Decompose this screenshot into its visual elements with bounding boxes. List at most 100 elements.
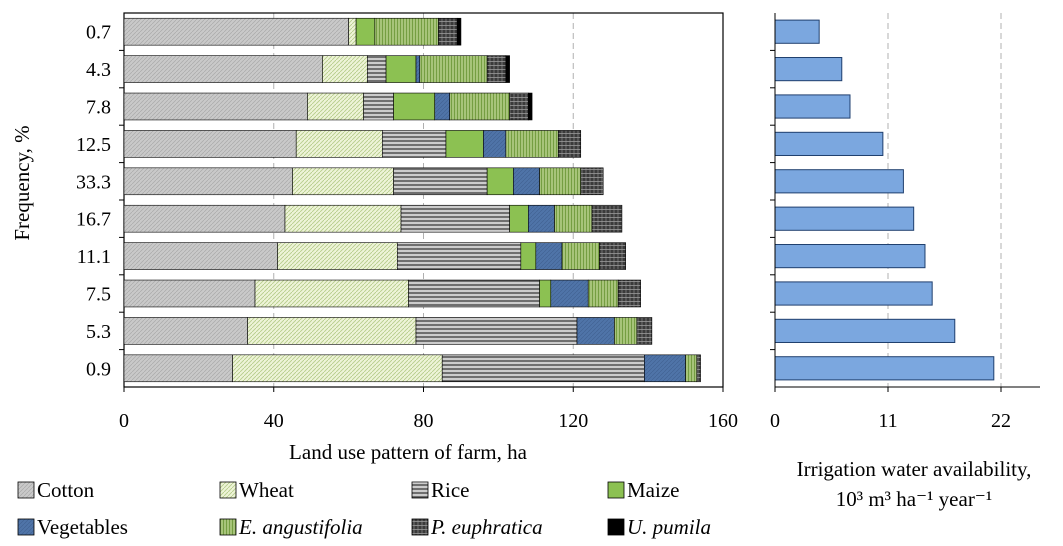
water-availability-bar [774, 206, 915, 231]
right-x-tick-label: 0 [770, 410, 780, 432]
left-category-label: 7.8 [86, 97, 111, 119]
left-category-labels: 0.7 4.3 7.8 12.5 33.3 16.7 11.1 7.5 5.3 0.9 [76, 22, 124, 380]
bar-segment-maize [355, 17, 376, 46]
left-category-label: 4.3 [86, 59, 111, 81]
left-category-label: 16.7 [76, 209, 111, 231]
bar-segment-u-pumila [528, 92, 533, 121]
bar-segment-vegetables [644, 354, 686, 383]
legend-item-e-angustifolia: E. angustifolia [219, 515, 363, 539]
bar-segment-cotton [123, 167, 293, 196]
bar-segment-vegetables [535, 242, 563, 270]
left-x-ticks: 0 40 80 120 160 [119, 387, 738, 432]
bar-segment-rice [415, 317, 578, 345]
legend-label: Rice [431, 478, 469, 502]
bar-segment-wheat [292, 167, 394, 196]
left-x-tick-label: 160 [708, 410, 738, 432]
legend-swatch [607, 518, 625, 536]
bar-segment-e-angustifolia [419, 55, 488, 83]
bar-segment-rice [408, 279, 540, 308]
legend: Cotton Wheat Rice Maize Vegetables E. angusti… [17, 478, 711, 539]
bar-segment-p-euphratica [617, 279, 641, 308]
right-x-axis-label-line1: Irrigation water availability, [797, 457, 1032, 481]
bar-segment-vegetables [528, 204, 555, 233]
bar-segment-e-angustifolia [685, 354, 698, 383]
bar-segment-e-angustifolia [587, 279, 619, 308]
legend-swatch [607, 481, 625, 499]
bar-segment-wheat [307, 92, 364, 121]
bar-segment-wheat [348, 17, 357, 46]
right-x-ticks: 0 11 22 [770, 387, 1011, 432]
bar-segment-e-angustifolia [554, 204, 593, 233]
legend-swatch [17, 481, 35, 499]
bar-segment-maize [520, 242, 537, 270]
bar-segment-maize [445, 130, 484, 158]
legend-item-rice: Rice [411, 478, 469, 502]
legend-label: E. angustifolia [238, 515, 363, 539]
water-availability-bar [774, 356, 995, 381]
bar-segment-rice [363, 92, 394, 121]
bar-segment-p-euphratica [580, 167, 604, 196]
right-x-tick-label: 22 [991, 410, 1011, 432]
bar-segment-wheat [232, 354, 443, 383]
bar-segment-rice [441, 354, 645, 383]
water-availability-bar [774, 244, 926, 269]
water-availability-bar [774, 19, 820, 44]
bar-segment-wheat [284, 204, 402, 233]
water-availability-bar [774, 94, 851, 119]
legend-item-p-euphratica: P. euphratica [411, 515, 543, 539]
bar-segment-cotton [123, 17, 349, 46]
bar-segment-u-pumila [456, 17, 462, 46]
bar-segment-e-angustifolia [374, 17, 439, 46]
bar-segment-e-angustifolia [539, 167, 582, 196]
bar-segment-vegetables [483, 130, 507, 158]
left-x-tick-label: 80 [414, 410, 434, 432]
bar-segment-maize [486, 167, 514, 196]
right-x-tick-label: 11 [878, 410, 897, 432]
water-availability-bar [774, 281, 933, 306]
bar-segment-p-euphratica [486, 55, 507, 83]
bar-segment-p-euphratica [557, 130, 582, 158]
left-category-label: 7.5 [86, 284, 111, 306]
bar-segment-p-euphratica [509, 92, 529, 121]
legend-swatch [219, 481, 237, 499]
left-category-label: 0.7 [86, 22, 111, 44]
bar-segment-p-euphratica [636, 317, 653, 345]
right-x-axis-label-line2: 10³ m³ ha⁻¹ year⁻¹ [836, 487, 992, 511]
water-availability-bar [774, 318, 956, 343]
left-y-axis-label: Frequency, % [10, 125, 34, 240]
bar-segment-wheat [277, 242, 398, 270]
bar-segment-cotton [123, 242, 278, 270]
bar-segment-cotton [123, 317, 248, 345]
bar-segment-vegetables [415, 55, 421, 83]
bar-segment-e-angustifolia [505, 130, 559, 158]
legend-label: Cotton [37, 478, 95, 502]
bar-segment-wheat [322, 55, 368, 83]
bar-segment-wheat [254, 279, 409, 308]
bar-segment-vegetables [550, 279, 589, 308]
left-x-tick-label: 0 [119, 410, 129, 432]
left-x-tick-label: 40 [264, 410, 284, 432]
left-category-label: 0.9 [86, 358, 111, 380]
bar-segment-p-euphratica [591, 204, 623, 233]
bar-segment-maize [539, 279, 552, 308]
bar-segment-rice [396, 242, 522, 270]
left-category-label: 11.1 [77, 246, 111, 268]
bar-segment-p-euphratica [599, 242, 626, 270]
bar-segment-cotton [123, 130, 297, 158]
bar-segment-rice [367, 55, 387, 83]
left-x-axis-label: Land use pattern of farm, ha [289, 440, 528, 464]
bar-segment-u-pumila [505, 55, 510, 83]
bar-segment-cotton [123, 204, 286, 233]
bar-segment-p-euphratica [696, 354, 701, 383]
bar-segment-e-angustifolia [449, 92, 510, 121]
legend-item-wheat: Wheat [219, 478, 294, 502]
legend-label: Maize [627, 478, 679, 502]
legend-swatch [411, 518, 429, 536]
water-availability-bar [774, 57, 843, 82]
bar-segment-cotton [123, 354, 233, 383]
left-bars [123, 17, 701, 383]
bar-segment-vegetables [434, 92, 451, 121]
bar-segment-maize [393, 92, 436, 121]
bar-segment-cotton [123, 279, 256, 308]
